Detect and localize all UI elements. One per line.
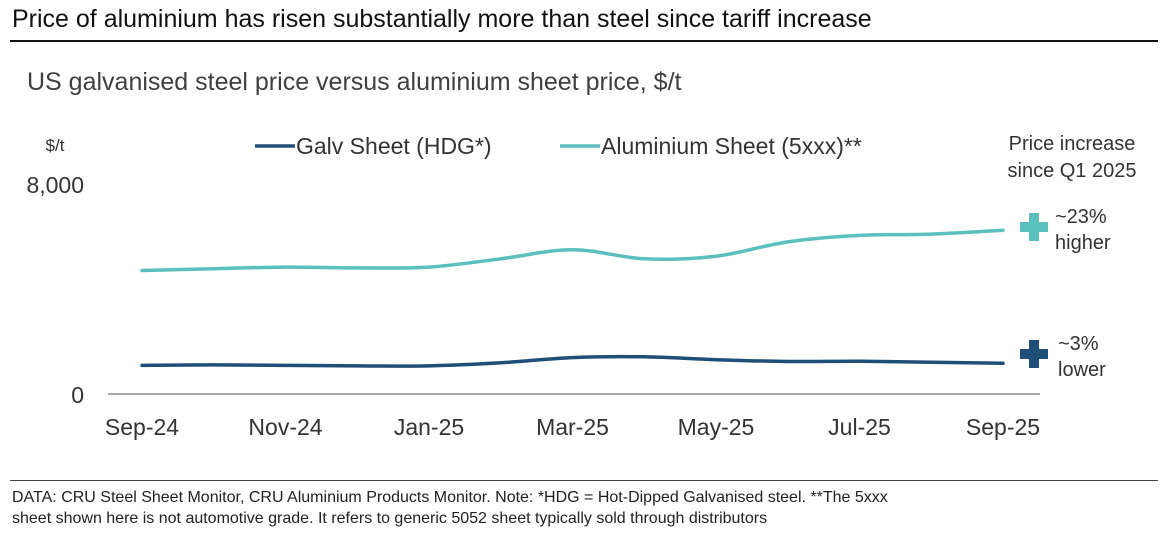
data-point-aluminium-Sep-24 [140, 269, 144, 273]
data-point-galv-May-25 [714, 358, 718, 362]
series-layer [140, 228, 1005, 368]
source-note-line2: sheet shown here is not automotive grade… [12, 510, 768, 527]
data-point-galv-Apr-25 [642, 355, 646, 359]
annotation-galv: ~3% lower [1020, 333, 1106, 381]
legend-item-galv: Galv Sheet (HDG*) [255, 133, 492, 159]
data-point-aluminium-Jul-25 [858, 233, 862, 237]
data-point-aluminium-Jan-25 [427, 265, 431, 269]
data-point-aluminium-Sep-25 [1001, 228, 1005, 232]
footer-divider [10, 480, 1158, 481]
data-point-galv-Jul-25 [858, 359, 862, 363]
x-tick-label-jan-25: Jan-25 [394, 414, 464, 440]
data-point-aluminium-Jun-25 [786, 240, 790, 244]
data-point-aluminium-Nov-24 [284, 265, 288, 269]
data-point-galv-Feb-25 [499, 361, 503, 365]
y-tick-label-max: 8,000 [26, 172, 84, 198]
source-note: DATA: CRU Steel Sheet Monitor, CRU Alumi… [12, 487, 1162, 529]
x-tick-label-may-25: May-25 [678, 414, 755, 440]
data-point-galv-Mar-25 [571, 356, 575, 360]
x-tick-label-mar-25: Mar-25 [536, 414, 609, 440]
data-point-galv-Sep-25 [1001, 361, 1005, 365]
line-chart: $/t 8,000 0 Galv Sheet (HDG*) Aluminium … [26, 133, 1137, 440]
annotation-aluminium: ~23% higher [1020, 206, 1111, 254]
price-increase-header-line1: Price increase [1009, 133, 1136, 155]
data-point-galv-Aug-25 [929, 360, 933, 364]
aluminium-change-direction: higher [1055, 232, 1111, 254]
data-point-galv-Dec-24 [355, 364, 359, 368]
aluminium-change-value: ~23% [1055, 206, 1107, 228]
plus-icon [1020, 340, 1048, 368]
galv-change-direction: lower [1058, 359, 1106, 381]
data-point-galv-Oct-24 [212, 363, 216, 367]
data-point-aluminium-Apr-25 [642, 257, 646, 261]
chart-title: Price of aluminium has risen substantial… [12, 5, 872, 33]
x-axis-ticks: Sep-24 Nov-24 Jan-25 Mar-25 May-25 Jul-25 Sep-… [105, 414, 1040, 440]
plus-icon [1020, 213, 1048, 241]
data-point-galv-Nov-24 [284, 363, 288, 367]
y-tick-label-min: 0 [71, 382, 84, 408]
price-increase-header-line2: since Q1 2025 [1008, 160, 1137, 182]
x-tick-label-jul-25: Jul-25 [828, 414, 891, 440]
title-divider [10, 40, 1158, 42]
data-point-aluminium-Aug-25 [929, 232, 933, 236]
chart-subtitle: US galvanised steel price versus alumini… [27, 68, 682, 96]
legend-item-aluminium: Aluminium Sheet (5xxx)** [560, 133, 862, 159]
data-point-aluminium-Mar-25 [571, 248, 575, 252]
source-note-line1: DATA: CRU Steel Sheet Monitor, CRU Alumi… [12, 489, 888, 506]
data-point-galv-Jun-25 [786, 360, 790, 364]
x-tick-label-nov-24: Nov-24 [248, 414, 322, 440]
y-axis-unit: $/t [46, 136, 65, 155]
legend-label-aluminium: Aluminium Sheet (5xxx)** [601, 133, 862, 159]
data-point-aluminium-Feb-25 [499, 257, 503, 261]
series-line-galv [140, 354, 1005, 368]
galv-change-value: ~3% [1058, 333, 1099, 355]
x-tick-label-sep-24: Sep-24 [105, 414, 179, 440]
legend: Galv Sheet (HDG*) Aluminium Sheet (5xxx)… [255, 133, 862, 159]
data-point-aluminium-Oct-24 [212, 267, 216, 271]
data-point-galv-Sep-24 [140, 363, 144, 367]
data-point-aluminium-May-25 [714, 254, 718, 258]
x-tick-label-sep-25: Sep-25 [966, 414, 1040, 440]
legend-label-galv: Galv Sheet (HDG*) [296, 133, 492, 159]
series-line-aluminium [140, 228, 1005, 273]
data-point-aluminium-Dec-24 [355, 266, 359, 270]
data-point-galv-Jan-25 [427, 364, 431, 368]
